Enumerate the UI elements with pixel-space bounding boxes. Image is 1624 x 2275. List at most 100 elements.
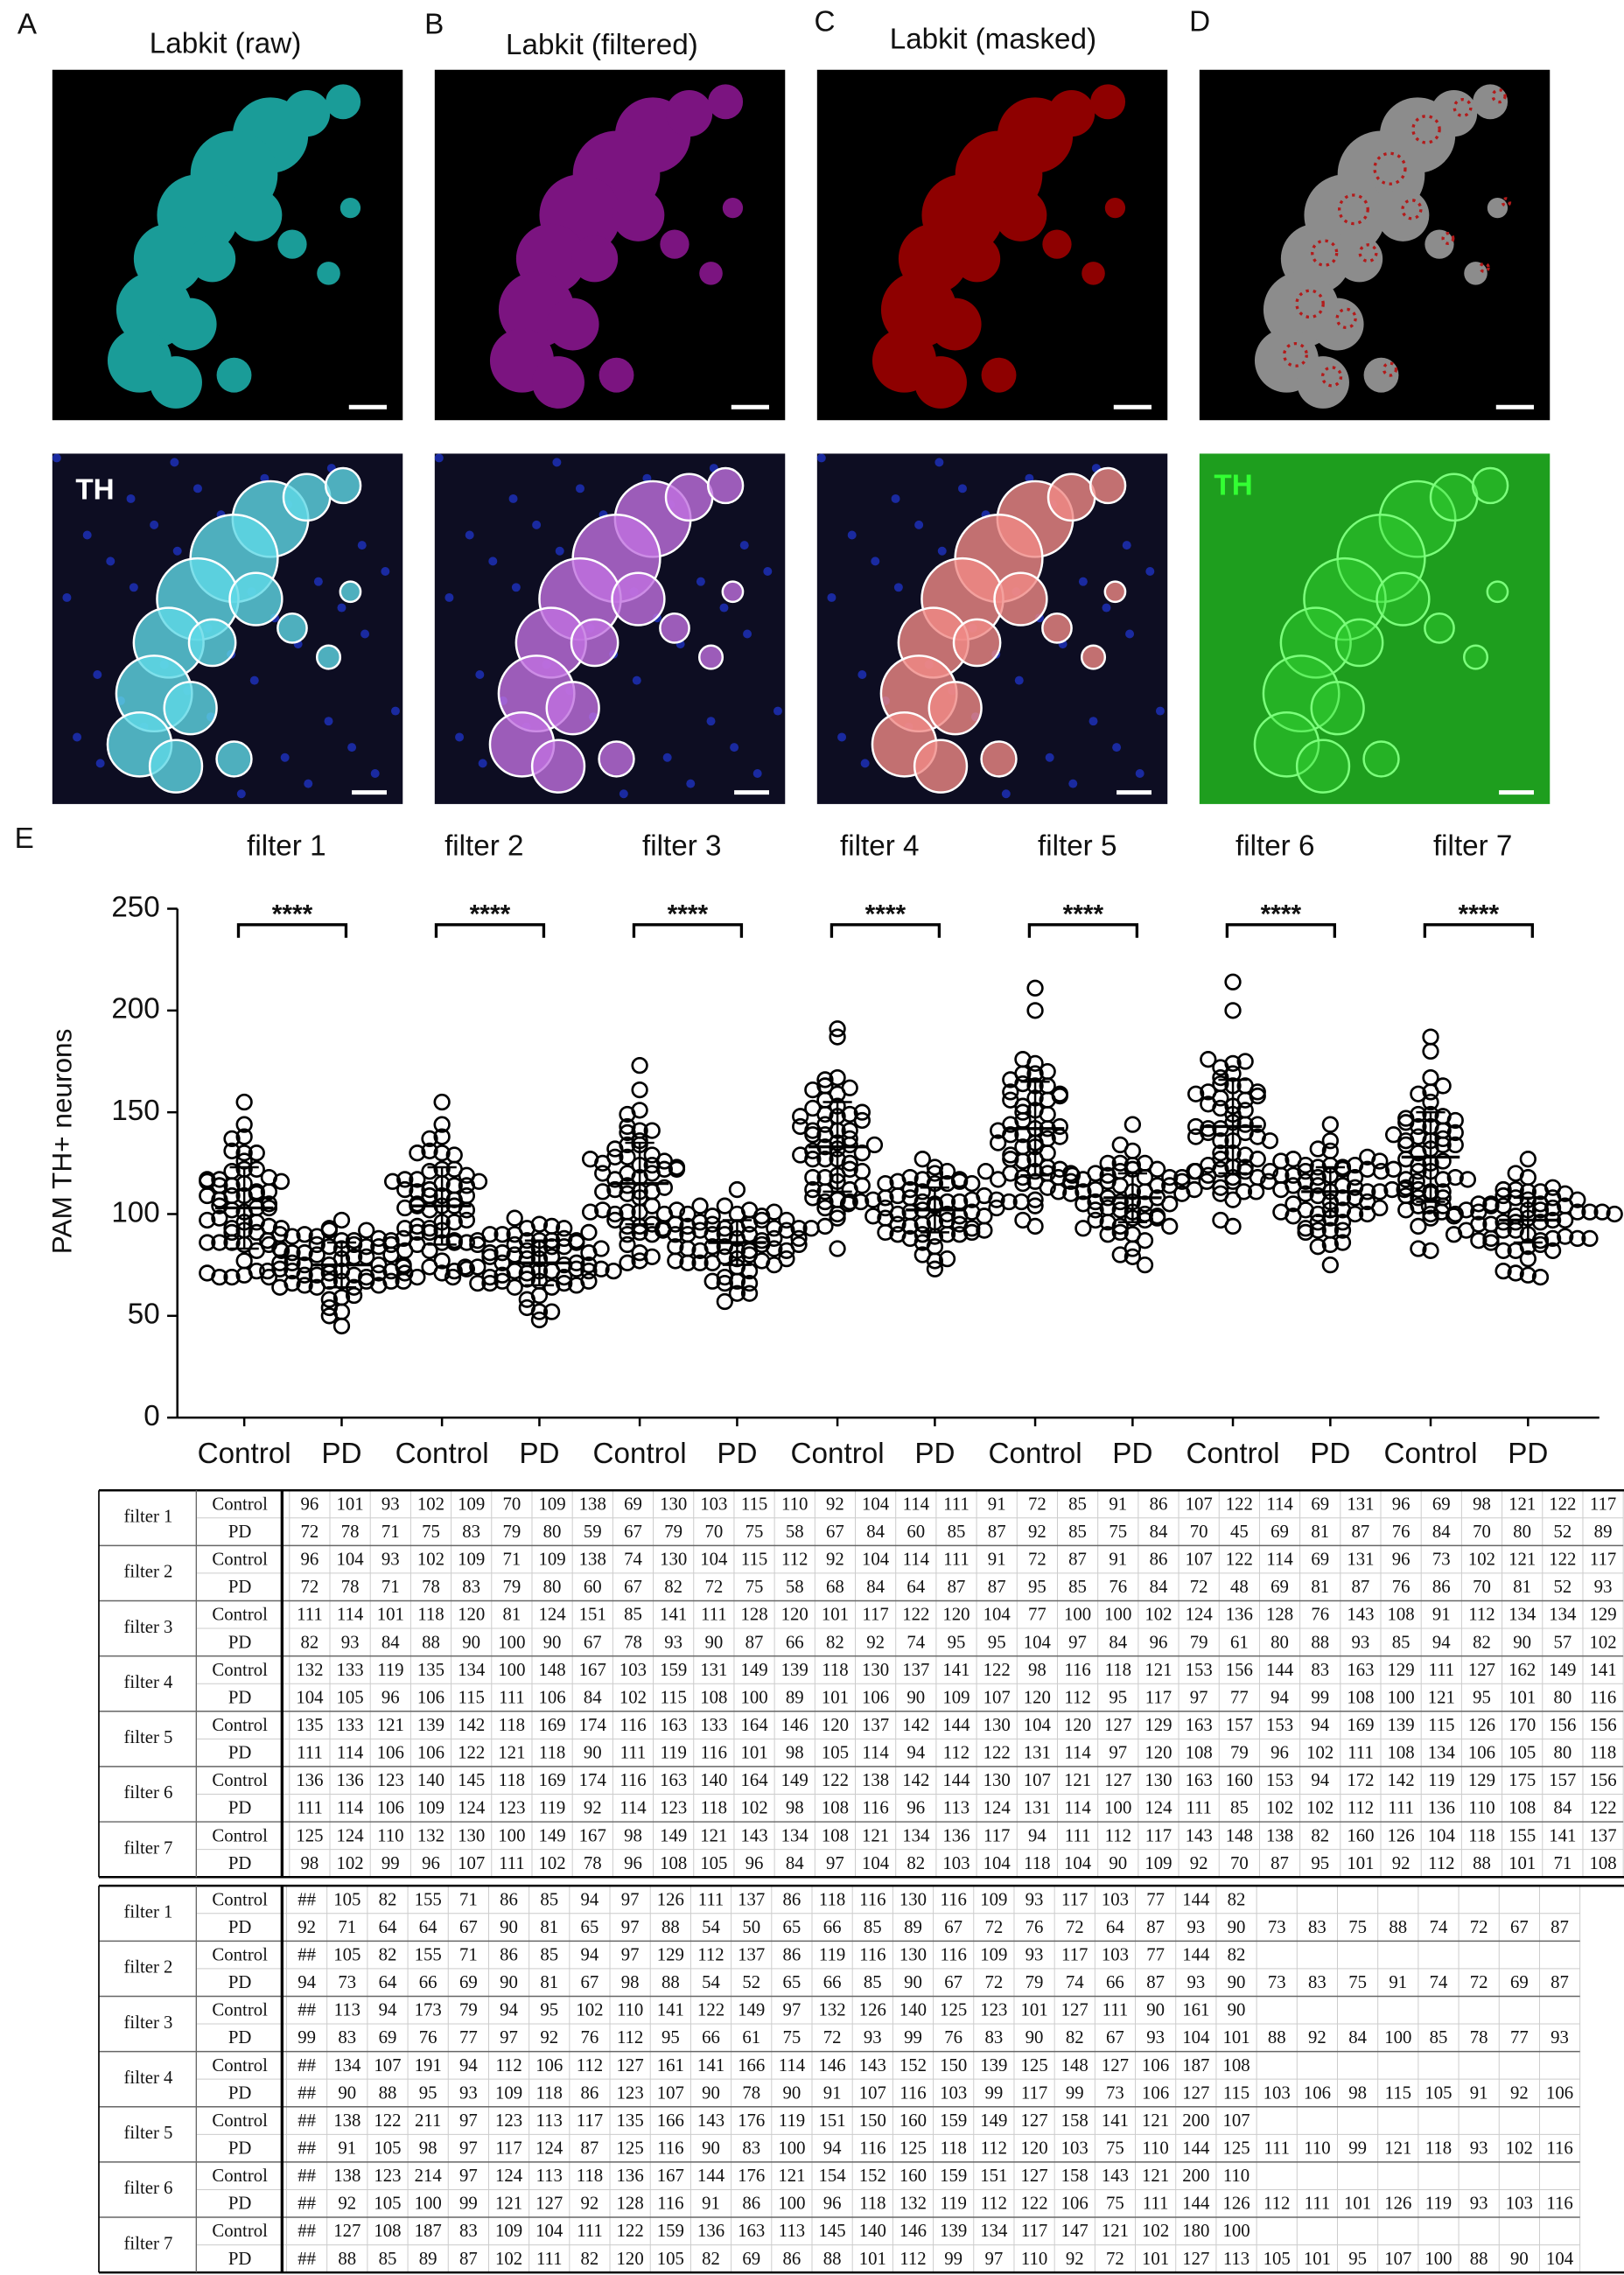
table-cell: 71 <box>382 1522 400 1542</box>
table-cell: 90 <box>1228 1972 1246 1992</box>
image-nucleus <box>444 592 454 602</box>
table-cell: 105 <box>374 2138 401 2159</box>
table-cell: 123 <box>617 2082 644 2103</box>
data-point <box>1507 1222 1524 1239</box>
data-point <box>1187 1162 1205 1180</box>
image-cell <box>530 738 586 794</box>
image-nucleus <box>662 752 672 762</box>
data-point <box>1074 1183 1092 1200</box>
data-point <box>1309 1222 1326 1239</box>
data-point <box>1434 1122 1452 1139</box>
table-cell: 104 <box>862 1853 890 1873</box>
table-cell: 121 <box>862 1825 889 1845</box>
table-row-header: filter 3 <box>124 1617 173 1637</box>
table-cell: 86 <box>581 2082 599 2103</box>
table-cell: 99 <box>984 2082 1003 2103</box>
table-cell: 134 <box>1428 1743 1456 1763</box>
data-point <box>716 1292 733 1311</box>
table-cell: 163 <box>1186 1770 1213 1790</box>
image-blob <box>1042 229 1072 259</box>
table-cell: 95 <box>1348 2249 1367 2269</box>
table-cell: 108 <box>1589 1853 1616 1873</box>
table-cell: 93 <box>1186 1917 1205 1937</box>
image-nucleus <box>552 458 562 467</box>
image-nucleus <box>1014 676 1024 685</box>
image-nucleus <box>743 629 752 639</box>
table-cell: 81 <box>540 1972 558 1992</box>
image-blob <box>326 84 361 120</box>
table-cell: 107 <box>984 1687 1011 1707</box>
table-cell: 100 <box>1104 1798 1131 1818</box>
table-cell: 139 <box>1388 1715 1415 1735</box>
table-cell: 90 <box>702 2138 720 2159</box>
table-cell: 163 <box>738 2221 765 2241</box>
table-cell: 107 <box>374 2055 401 2076</box>
image-nucleus <box>370 769 380 778</box>
table-cell: 101 <box>1347 1853 1374 1873</box>
data-point <box>223 1223 241 1242</box>
table-cell: 93 <box>1186 1972 1205 1992</box>
image-cell <box>339 580 362 604</box>
data-point <box>1014 1211 1032 1229</box>
table-cell: 143 <box>740 1825 767 1845</box>
table-cell: 102 <box>1589 1632 1616 1652</box>
table-cell: 120 <box>781 1605 808 1625</box>
table-cell: 87 <box>988 1522 1006 1542</box>
table-cell: 164 <box>740 1715 768 1735</box>
data-point <box>790 1229 808 1248</box>
table-cell: 112 <box>1428 1853 1454 1873</box>
table-cell: 52 <box>1553 1522 1572 1542</box>
table-cell: 76 <box>1026 1917 1044 1937</box>
table-cell: 121 <box>1384 2138 1411 2159</box>
table-cell: 90 <box>1109 1853 1127 1873</box>
table-group-label: Control <box>212 2110 268 2131</box>
table-cell: 84 <box>1150 1577 1168 1597</box>
sd-bar <box>920 1186 950 1234</box>
table-row-header: filter 7 <box>124 1838 173 1858</box>
table-cell: 176 <box>738 2110 765 2131</box>
table-cell: 104 <box>984 1605 1012 1625</box>
image-cell <box>324 466 362 505</box>
data-point <box>1346 1205 1364 1223</box>
image-blob <box>1487 197 1508 219</box>
table-cell: 95 <box>948 1632 966 1652</box>
image-nucleus <box>52 453 61 463</box>
table-cell: 96 <box>301 1494 319 1514</box>
table-cell: 83 <box>1311 1660 1329 1680</box>
data-point <box>396 1171 414 1188</box>
data-point <box>594 1183 612 1200</box>
table-cell: 113 <box>943 1798 970 1818</box>
table-cell: 116 <box>862 1798 888 1818</box>
image-cell <box>1295 738 1351 794</box>
image-nucleus <box>465 530 474 540</box>
table-cell: 120 <box>822 1715 849 1735</box>
table-cell: 136 <box>1226 1605 1253 1625</box>
table-cell: 100 <box>740 1687 767 1707</box>
table-cell: 144 <box>1182 1889 1210 1909</box>
table-cell: 98 <box>1348 2082 1367 2103</box>
data-point <box>235 1128 253 1145</box>
table-cell: 92 <box>1392 1853 1410 1873</box>
table-cell: 70 <box>1190 1522 1208 1542</box>
table-cell: 101 <box>859 2249 886 2269</box>
table-cell: 104 <box>1064 1853 1092 1873</box>
table-cell: 104 <box>1428 1825 1456 1845</box>
data-point <box>396 1180 414 1199</box>
table-group-label: Control <box>212 1825 268 1845</box>
table-cell: 141 <box>697 2055 724 2076</box>
data-point <box>1397 1201 1415 1219</box>
table-cell: 142 <box>1388 1770 1415 1790</box>
image-speckle <box>1382 361 1398 377</box>
data-point <box>1062 1185 1080 1202</box>
data-point <box>654 1222 672 1239</box>
table-cell: 93 <box>1470 2138 1488 2159</box>
table-cell: 111 <box>297 1743 323 1763</box>
table-cell: 92 <box>866 1632 885 1652</box>
table-cell: 87 <box>1550 1972 1569 1992</box>
table-cell: 118 <box>577 2166 603 2186</box>
data-point <box>619 1105 636 1124</box>
data-point <box>1531 1268 1550 1286</box>
table-cell: 125 <box>617 2138 644 2159</box>
image-nucleus <box>93 670 102 679</box>
table-cell: 94 <box>581 1945 599 1965</box>
